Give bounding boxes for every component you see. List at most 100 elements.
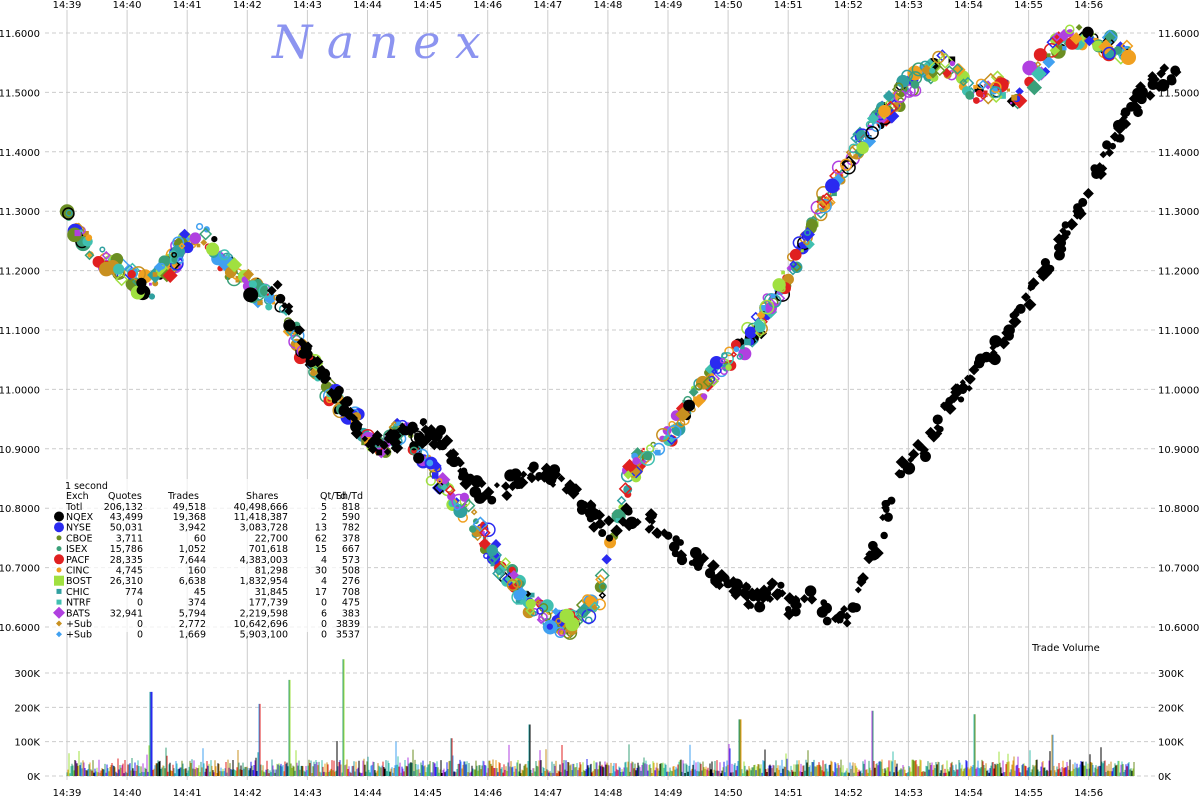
nqex-trade-mark bbox=[380, 441, 388, 449]
quote-mark bbox=[199, 227, 213, 241]
nqex-trade-mark bbox=[1171, 67, 1182, 78]
price-tick-left: 11.5000 bbox=[0, 88, 40, 99]
quote-mark bbox=[440, 483, 449, 492]
quote-mark bbox=[736, 353, 744, 360]
legend-cell: 81,298 bbox=[255, 566, 288, 577]
nqex-trade-mark bbox=[383, 448, 392, 456]
quote-mark bbox=[62, 207, 75, 220]
time-tick-bottom: 14:44 bbox=[353, 788, 382, 799]
quote-mark bbox=[940, 53, 944, 56]
nqex-trade-mark bbox=[1027, 284, 1034, 292]
legend-cell: 573 bbox=[342, 555, 360, 566]
nqex-trade-mark bbox=[777, 581, 785, 589]
quote-mark bbox=[934, 64, 946, 77]
legend-cell: 31,845 bbox=[255, 587, 288, 598]
quote-mark bbox=[546, 623, 553, 630]
nqex-trade-mark bbox=[778, 589, 787, 598]
nqex-trade-mark bbox=[967, 374, 976, 383]
quote-mark bbox=[98, 261, 114, 277]
quote-mark bbox=[1075, 23, 1083, 31]
nqex-trade-mark bbox=[346, 406, 355, 415]
legend-cell: 50,031 bbox=[110, 523, 143, 534]
quote-mark bbox=[114, 272, 129, 287]
time-tick-bottom: 14:48 bbox=[593, 788, 622, 799]
legend-marker bbox=[56, 599, 62, 605]
legend-cell: ISEX bbox=[66, 544, 88, 555]
nqex-trade-mark bbox=[1053, 249, 1065, 261]
legend-cell: 0 bbox=[321, 619, 327, 630]
quote-mark bbox=[724, 346, 735, 357]
legend-header: Sh/Td bbox=[336, 491, 363, 502]
nqex-trade-mark bbox=[527, 462, 539, 475]
quote-mark bbox=[695, 383, 703, 391]
quote-mark bbox=[536, 607, 544, 615]
quote-mark bbox=[616, 495, 627, 506]
quote-mark bbox=[714, 366, 722, 375]
quote-mark bbox=[444, 484, 456, 496]
legend-cell: NYSE bbox=[66, 523, 91, 534]
quote-mark bbox=[431, 472, 439, 479]
legend-cell: 383 bbox=[342, 608, 360, 619]
legend-cell: 590 bbox=[342, 512, 360, 523]
nqex-trade-mark bbox=[367, 444, 378, 455]
nqex-trade-mark bbox=[902, 462, 916, 475]
legend-cell: 0 bbox=[321, 630, 327, 641]
quote-mark bbox=[977, 79, 989, 90]
time-tick-top: 14:53 bbox=[894, 0, 923, 11]
volume-title: Trade Volume bbox=[1031, 643, 1100, 654]
legend-total-cell: 206,132 bbox=[104, 502, 143, 513]
legend-cell: 6,638 bbox=[179, 576, 206, 587]
legend-cell: 3839 bbox=[336, 619, 360, 630]
quote-mark bbox=[171, 251, 178, 258]
nqex-trade-mark bbox=[697, 552, 710, 564]
quote-mark bbox=[195, 222, 204, 231]
quote-mark bbox=[691, 394, 706, 408]
legend-marker bbox=[53, 606, 65, 619]
legend-cell: 5,794 bbox=[179, 608, 206, 619]
legend-marker bbox=[54, 575, 64, 586]
nqex-trade-mark bbox=[1059, 232, 1070, 243]
quote-mark bbox=[152, 272, 158, 277]
legend-cell: BATS bbox=[66, 608, 90, 619]
quote-mark bbox=[951, 63, 966, 77]
time-tick-top: 14:42 bbox=[233, 0, 262, 11]
nqex-trade-mark bbox=[1061, 221, 1070, 229]
time-tick-bottom: 14:52 bbox=[834, 788, 863, 799]
price-tick-right: 11.6000 bbox=[1158, 29, 1199, 40]
nqex-trade-mark bbox=[446, 457, 454, 465]
quote-mark bbox=[1128, 46, 1131, 49]
legend-total-cell: Totl bbox=[65, 502, 82, 513]
nqex-trade-mark bbox=[664, 531, 673, 540]
nqex-trade-mark bbox=[857, 576, 867, 586]
nqex-trade-mark bbox=[754, 601, 766, 613]
nqex-trade-mark bbox=[1001, 326, 1014, 339]
nqex-trade-mark bbox=[403, 424, 416, 437]
quote-mark bbox=[759, 299, 775, 315]
quote-mark bbox=[949, 60, 956, 67]
quote-mark bbox=[929, 67, 936, 74]
nqex-trade-mark bbox=[283, 319, 296, 332]
quote-mark bbox=[756, 310, 766, 320]
nqex-trade-mark bbox=[1103, 142, 1113, 151]
quote-mark bbox=[1102, 46, 1116, 60]
quote-mark bbox=[814, 207, 828, 222]
nqex-trade-mark bbox=[339, 397, 350, 408]
nqex-trade-mark bbox=[1009, 312, 1016, 319]
price-tick-left: 11.0000 bbox=[0, 385, 40, 396]
time-tick-top: 14:56 bbox=[1074, 0, 1103, 11]
nqex-trade-mark bbox=[1099, 150, 1108, 159]
nqex-trade-mark bbox=[959, 379, 966, 386]
nqex-trade-mark bbox=[943, 402, 957, 415]
quote-mark bbox=[973, 97, 980, 104]
time-tick-top: 14:55 bbox=[1014, 0, 1043, 11]
legend-cell: 667 bbox=[342, 544, 360, 555]
quote-mark bbox=[555, 617, 562, 625]
quote-mark bbox=[136, 285, 146, 295]
quote-mark bbox=[565, 617, 580, 632]
nqex-trade-mark bbox=[1098, 164, 1108, 173]
legend-cell: 774 bbox=[125, 587, 143, 598]
quote-mark bbox=[905, 88, 914, 97]
nqex-trade-mark bbox=[603, 515, 615, 527]
nqex-trade-mark bbox=[854, 586, 862, 594]
